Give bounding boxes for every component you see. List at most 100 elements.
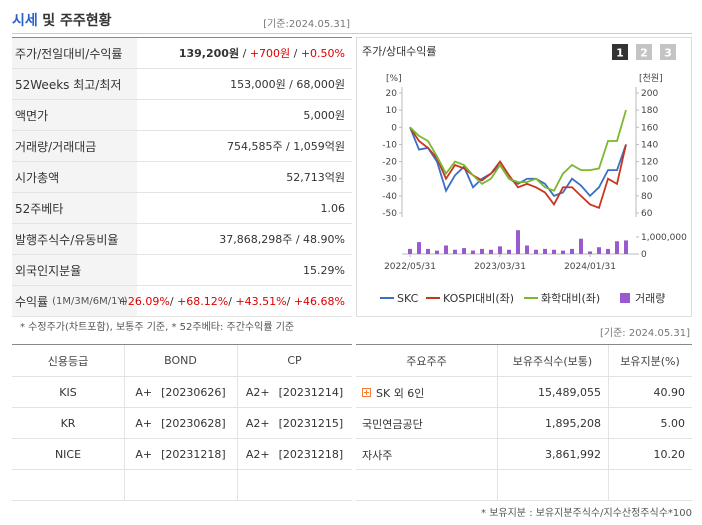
table-cell: 자사주: [356, 439, 497, 470]
series-line: [409, 126, 627, 210]
y2-axis-unit: [천원]: [639, 73, 663, 84]
col-divider: [497, 408, 498, 438]
table-row: [12, 131, 352, 162]
table-cell: 15,489,055: [497, 377, 608, 408]
legend-label: 거래량: [635, 292, 665, 305]
row-value: 52,713억원: [137, 162, 352, 192]
expand-icon: [362, 388, 371, 397]
table-top-border: [12, 37, 352, 38]
row-label: 발행주식수/유동비율: [12, 224, 137, 254]
value-text: /: [228, 294, 236, 308]
col-divider: [497, 470, 498, 500]
cell-text: 자사주: [362, 448, 393, 462]
table-cell: A2+ [20231218]: [237, 439, 352, 470]
legend-label: 화학대비(좌): [541, 292, 600, 305]
value-text: /: [169, 294, 178, 308]
volume-bar: [462, 248, 466, 254]
y-tick-label: -20: [382, 158, 397, 168]
row-value: +26.09% / +68.12% / +43.51% / +46.68%: [119, 286, 352, 316]
column-header: CP: [287, 354, 302, 367]
chart-title: 주가/상대수익률: [362, 45, 437, 58]
volume-tick-label: 1,000,000: [641, 233, 687, 243]
cell-text: A+: [135, 448, 153, 461]
table-row: [356, 470, 692, 501]
volume-bar: [597, 247, 601, 254]
table-row: [12, 255, 352, 286]
col-divider: [497, 377, 498, 407]
page-button-label[interactable]: 2: [640, 47, 648, 60]
page-button[interactable]: [636, 44, 652, 60]
value-text: 15.29%: [303, 263, 345, 277]
table-cell: 3,861,992: [497, 439, 608, 470]
volume-bar: [624, 240, 628, 254]
cell-text: A+: [135, 417, 153, 430]
title-rest: 및 주주현황: [42, 13, 112, 29]
table-cell: KR: [12, 408, 124, 439]
cell-text: A2+: [245, 417, 270, 430]
volume-bar: [453, 249, 457, 254]
value-text: 1.06: [320, 201, 346, 215]
series-line: [409, 126, 627, 198]
row-value: 153,000원 / 68,000원: [137, 69, 352, 99]
value-text: 37,868,298주 / 48.90%: [219, 233, 345, 246]
value-text: +68.12%: [177, 294, 229, 308]
table-row: [12, 69, 352, 100]
table-cell: A2+ [20231214]: [237, 377, 352, 408]
row-label: 주가/전일대비/수익률: [12, 38, 137, 68]
table-row: [12, 345, 352, 377]
value-text: /: [239, 46, 250, 60]
page-button-label[interactable]: 3: [664, 47, 672, 60]
volume-bar: [615, 241, 619, 254]
table-row: [12, 377, 352, 408]
page-button[interactable]: [660, 44, 676, 60]
table-cell: A+ [20230628]: [124, 408, 237, 439]
value-text: +0.50%: [300, 46, 345, 60]
volume-bar: [489, 249, 493, 254]
y-tick-label: 0: [391, 123, 397, 133]
cell-text: KIS: [59, 386, 77, 399]
row-value: 754,585주 / 1,059억원: [137, 131, 352, 161]
legend-label: KOSPI대비(좌): [443, 292, 514, 305]
page-button[interactable]: [612, 44, 628, 60]
col-divider: [237, 439, 238, 469]
table-cell: 국민연금공단: [356, 408, 497, 439]
series-line: [409, 109, 627, 192]
value-text: 754,585주 / 1,059억원: [226, 140, 345, 153]
volume-tick-label: 0: [641, 250, 647, 260]
row-value: 15.29%: [137, 255, 352, 285]
cell-text: 3,861,992: [545, 448, 601, 461]
col-divider: [608, 377, 609, 407]
chart-panel: [356, 37, 692, 317]
label-text: 액면가: [15, 108, 49, 123]
col-divider: [237, 408, 238, 438]
table-row: [12, 286, 352, 317]
col-divider: [124, 345, 125, 376]
table-row: [356, 439, 692, 470]
table-cell: 40.90: [608, 377, 692, 408]
column-header: BOND: [164, 354, 197, 367]
table-row: [12, 100, 352, 131]
col-divider: [237, 470, 238, 500]
cell-text: [20231218]: [161, 448, 226, 461]
column-header: 신용등급: [47, 354, 89, 368]
cell-text: SK 외 6인: [376, 386, 425, 400]
table-row: [12, 162, 352, 193]
col-divider: [237, 377, 238, 407]
table-cell: A2+ [20231215]: [237, 408, 352, 439]
y2-tick-label: 60: [641, 209, 653, 219]
label-text: 거래량/거래대금: [15, 139, 97, 154]
col-divider: [608, 408, 609, 438]
value-text: /: [286, 294, 294, 308]
volume-bar: [570, 248, 574, 254]
cell-text: NICE: [54, 448, 82, 461]
volume-bar: [606, 248, 610, 254]
col-divider: [237, 345, 238, 376]
label-text: 시가총액: [15, 170, 60, 185]
cell-text: 10.20: [653, 448, 686, 461]
row-value: 1.06: [137, 193, 352, 223]
table-top-border: [356, 344, 692, 345]
volume-bar: [516, 230, 520, 254]
col-divider: [497, 345, 498, 376]
page-button-label[interactable]: 1: [616, 47, 624, 60]
